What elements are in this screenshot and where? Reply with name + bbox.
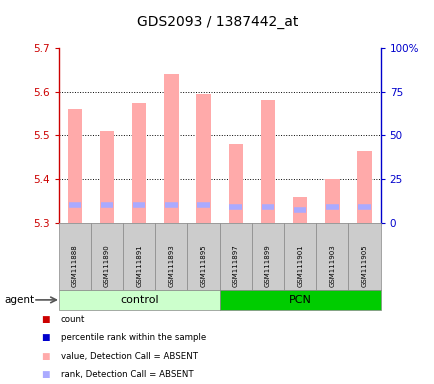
Bar: [292, 197, 307, 223]
Text: PCN: PCN: [288, 295, 311, 305]
Text: GSM111895: GSM111895: [200, 244, 206, 287]
Text: GSM111903: GSM111903: [329, 244, 335, 287]
Text: ■: ■: [41, 315, 50, 324]
Text: GSM111897: GSM111897: [232, 244, 238, 287]
Text: GSM111893: GSM111893: [168, 244, 174, 287]
Bar: [132, 103, 146, 223]
Bar: [99, 131, 114, 223]
Bar: [324, 179, 339, 223]
Text: GSM111901: GSM111901: [296, 244, 302, 287]
Text: GDS2093 / 1387442_at: GDS2093 / 1387442_at: [137, 15, 297, 29]
Bar: [164, 74, 178, 223]
Text: control: control: [120, 295, 158, 305]
Bar: [356, 151, 371, 223]
Bar: [196, 94, 210, 223]
Text: GSM111891: GSM111891: [136, 244, 142, 287]
Text: agent: agent: [4, 295, 34, 305]
Text: ■: ■: [41, 333, 50, 342]
Bar: [228, 144, 243, 223]
Text: percentile rank within the sample: percentile rank within the sample: [61, 333, 206, 342]
Text: ■: ■: [41, 370, 50, 379]
Text: GSM111899: GSM111899: [264, 244, 270, 287]
Text: value, Detection Call = ABSENT: value, Detection Call = ABSENT: [61, 352, 197, 361]
Bar: [67, 109, 82, 223]
Bar: [260, 100, 275, 223]
Text: GSM111888: GSM111888: [72, 244, 78, 287]
Text: rank, Detection Call = ABSENT: rank, Detection Call = ABSENT: [61, 370, 193, 379]
Text: GSM111905: GSM111905: [361, 244, 367, 287]
Text: GSM111890: GSM111890: [104, 244, 110, 287]
Text: count: count: [61, 315, 85, 324]
Text: ■: ■: [41, 352, 50, 361]
